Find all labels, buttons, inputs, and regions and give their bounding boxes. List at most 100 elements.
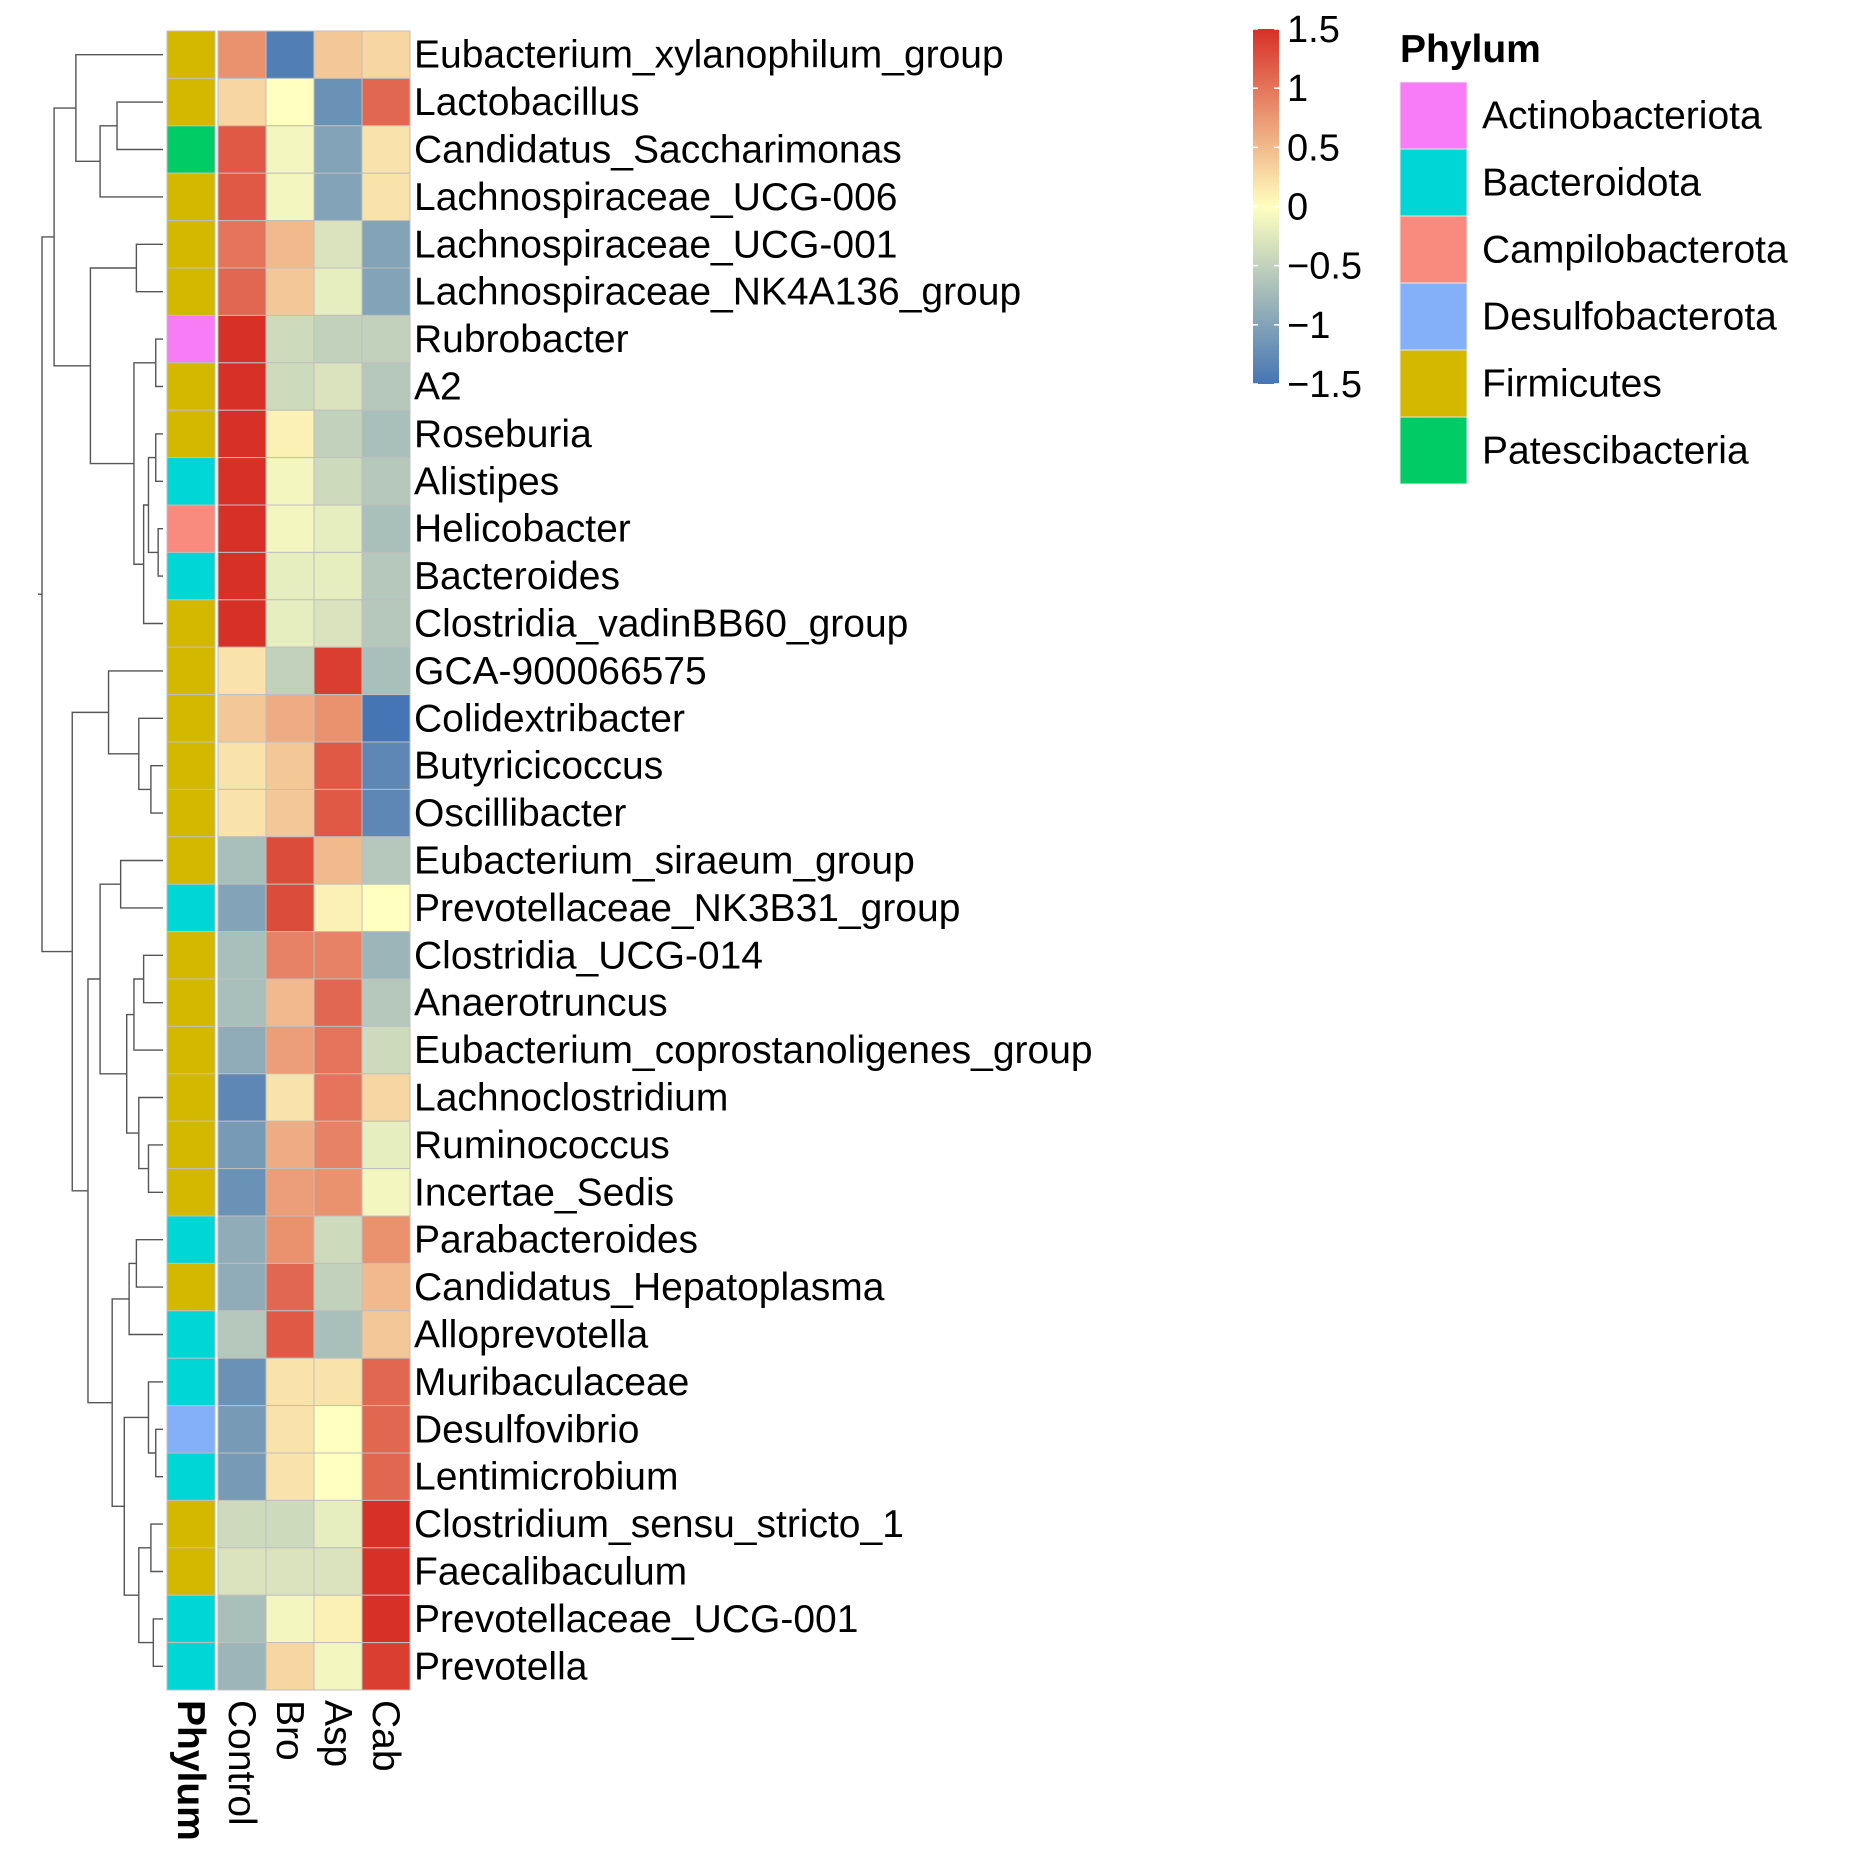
heatmap-cell-lentimicrobium-asp: [313, 1452, 363, 1501]
row-label-bacteroides: Bacteroides: [414, 555, 620, 598]
dendrogram-link: [138, 1096, 163, 1170]
row-label-anaerotruncus: Anaerotruncus: [414, 982, 668, 1025]
dendrogram-link: [155, 433, 163, 482]
heatmap-cell-eubacterium-xylanophilum-group-control: [217, 30, 267, 79]
heatmap-cell-alistipes-bro: [265, 457, 315, 506]
row-label-helicobacter: Helicobacter: [414, 508, 631, 551]
heatmap-cell-clostridia-vadinbb60-group-control: [217, 599, 267, 648]
row-label-lachnospiraceae-nk4a136-group: Lachnospiraceae_NK4A136_group: [414, 271, 1021, 314]
dendrogram-link: [147, 1144, 163, 1193]
row-label-lentimicrobium: Lentimicrobium: [414, 1456, 678, 1499]
heatmap-cell-bacteroides-bro: [265, 551, 315, 601]
row-label-alloprevotella: Alloprevotella: [414, 1314, 648, 1357]
heatmap-cell-desulfovibrio-cab: [361, 1405, 411, 1454]
heatmap-cell-lactobacillus-control: [217, 77, 267, 127]
heatmap-cell-parabacteroides-bro: [265, 1215, 315, 1264]
heatmap-cell-candidatus-saccharimonas-control: [217, 125, 267, 174]
heatmap-cell-lachnospiraceae-ucg-006-asp: [313, 172, 363, 222]
row-label-clostridium-sensu-stricto-1: Clostridium_sensu_stricto_1: [414, 1503, 904, 1546]
column-label-cab: Cab: [364, 1700, 407, 1772]
heatmap-cell-lachnoclostridium-bro: [265, 1073, 315, 1122]
heatmap-cell-a2-cab: [361, 362, 411, 411]
heatmap-cell-alloprevotella-control: [217, 1310, 267, 1359]
heatmap-cell-ruminococcus-control: [217, 1120, 267, 1170]
heatmap-cell-eubacterium-coprostanoligenes-group-asp: [313, 1025, 363, 1075]
dendrogram-link: [150, 1523, 163, 1573]
heatmap-cell-eubacterium-xylanophilum-group-bro: [265, 30, 315, 79]
heatmap-cell-lachnospiraceae-ucg-001-bro: [265, 220, 315, 269]
heatmap-cell-alistipes-asp: [313, 457, 363, 506]
color-scale-tick-label: −0.5: [1287, 246, 1362, 288]
heatmap-cell-incertae-sedis-bro: [265, 1168, 315, 1217]
heatmap-cell-oscillibacter-bro: [265, 788, 315, 838]
phylum-cell-faecalibaculum: [166, 1547, 216, 1596]
heatmap-cell-lachnospiraceae-nk4a136-group-control: [217, 267, 267, 316]
heatmap-cell-faecalibaculum-asp: [313, 1547, 363, 1596]
heatmap-cells: [166, 30, 411, 1691]
phylum-cell-candidatus-hepatoplasma: [166, 1262, 216, 1312]
phylum-cell-rubrobacter: [166, 314, 216, 364]
heatmap-cell-lachnospiraceae-nk4a136-group-asp: [313, 267, 363, 316]
column-label-control: Control: [220, 1700, 263, 1826]
heatmap-cell-lachnospiraceae-ucg-006-cab: [361, 172, 411, 222]
color-scale-tick-label: 0: [1287, 187, 1308, 229]
heatmap-cell-lentimicrobium-bro: [265, 1452, 315, 1501]
heatmap-cell-clostridia-ucg-014-control: [217, 931, 267, 980]
heatmap-cell-lachnospiraceae-ucg-001-cab: [361, 220, 411, 269]
phylum-cell-candidatus-saccharimonas: [166, 125, 216, 174]
row-label-candidatus-hepatoplasma: Candidatus_Hepatoplasma: [414, 1266, 885, 1309]
row-label-prevotellaceae-ucg-001: Prevotellaceae_UCG-001: [414, 1598, 858, 1641]
color-scale-tick-label: −1.5: [1287, 364, 1362, 406]
heatmap-cell-roseburia-cab: [361, 409, 411, 459]
heatmap-cell-muribaculaceae-cab: [361, 1357, 411, 1407]
dendrogram-link: [135, 1239, 163, 1288]
phylum-cell-butyricicoccus: [166, 741, 216, 790]
heatmap-cell-helicobacter-asp: [313, 504, 363, 553]
heatmap-cell-lactobacillus-bro: [265, 77, 315, 127]
heatmap-cell-alistipes-control: [217, 457, 267, 506]
column-labels: Phylum Control Bro Asp Cab: [169, 1700, 407, 1841]
row-label-desulfovibrio: Desulfovibrio: [414, 1408, 639, 1451]
dendrogram-link: [133, 978, 163, 1051]
heatmap-cell-lachnospiraceae-ucg-006-bro: [265, 172, 315, 222]
heatmap-cell-bacteroides-control: [217, 551, 267, 601]
row-label-lactobacillus: Lactobacillus: [414, 81, 639, 124]
heatmap-cell-faecalibaculum-cab: [361, 1547, 411, 1596]
legend-swatch-bacteroidota: [1399, 148, 1468, 217]
heatmap-cell-prevotellaceae-nk3b31-group-cab: [361, 883, 411, 933]
color-scale-legend: 1.5 1 0.5 0 −0.5 −1 −1.5: [1253, 9, 1362, 406]
row-label-incertae-sedis: Incertae_Sedis: [414, 1171, 674, 1214]
row-dendrogram: [38, 54, 163, 1667]
heatmap-cell-incertae-sedis-control: [217, 1168, 267, 1217]
heatmap-cell-prevotellaceae-nk3b31-group-bro: [265, 883, 315, 933]
heatmap-cell-eubacterium-siraeum-group-cab: [361, 836, 411, 885]
heatmap-cell-prevotellaceae-ucg-001-asp: [313, 1594, 363, 1644]
phylum-cell-clostridia-ucg-014: [166, 931, 216, 980]
row-label-lachnoclostridium: Lachnoclostridium: [414, 1077, 728, 1120]
row-label-gca-900066575: GCA-900066575: [414, 650, 707, 693]
phylum-cell-clostridium-sensu-stricto-1: [166, 1499, 216, 1549]
heatmap-cell-desulfovibrio-asp: [313, 1405, 363, 1454]
heatmap-cell-eubacterium-coprostanoligenes-group-bro: [265, 1025, 315, 1075]
column-label-bro: Bro: [268, 1700, 311, 1761]
row-label-eubacterium-siraeum-group: Eubacterium_siraeum_group: [414, 840, 915, 883]
dendrogram-link: [135, 243, 163, 293]
heatmap-cell-lachnoclostridium-cab: [361, 1073, 411, 1122]
heatmap-cell-eubacterium-siraeum-group-bro: [265, 836, 315, 885]
dendrogram-link: [123, 1416, 149, 1596]
phylum-cell-lachnospiraceae-ucg-006: [166, 172, 216, 222]
phylum-cell-prevotellaceae-ucg-001: [166, 1594, 216, 1644]
heatmap-cell-desulfovibrio-control: [217, 1405, 267, 1454]
heatmap-cell-candidatus-saccharimonas-cab: [361, 125, 411, 174]
heatmap-cell-oscillibacter-asp: [313, 788, 363, 838]
heatmap-cell-clostridium-sensu-stricto-1-control: [217, 1499, 267, 1549]
heatmap-cell-clostridium-sensu-stricto-1-cab: [361, 1499, 411, 1549]
phylum-cell-eubacterium-siraeum-group: [166, 836, 216, 885]
heatmap-cell-clostridia-vadinbb60-group-bro: [265, 599, 315, 648]
row-label-parabacteroides: Parabacteroides: [414, 1219, 698, 1262]
legend-swatch-firmicutes: [1399, 349, 1468, 418]
phylum-cell-eubacterium-coprostanoligenes-group: [166, 1025, 216, 1075]
heatmap-cell-colidextribacter-asp: [313, 694, 363, 743]
phylum-legend-title: Phylum: [1400, 28, 1541, 71]
heatmap-cell-butyricicoccus-bro: [265, 741, 315, 790]
